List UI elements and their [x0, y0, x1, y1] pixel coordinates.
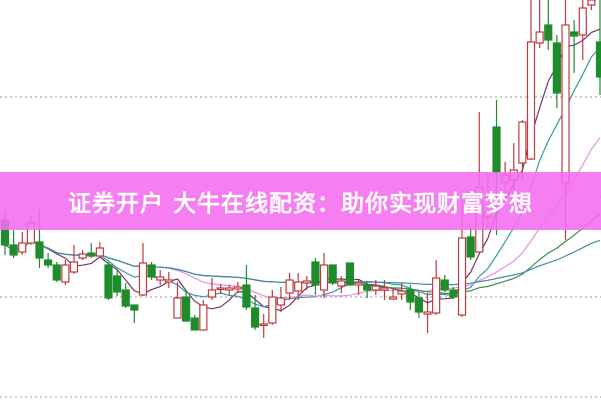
candle-down	[570, 31, 579, 37]
candle-up	[457, 237, 467, 316]
candle-up	[319, 264, 329, 291]
candle-up	[371, 285, 380, 291]
candle-up	[199, 304, 208, 331]
candle-up	[535, 31, 544, 44]
candle-up	[587, 0, 596, 6]
candle-up	[78, 253, 87, 259]
candle-up	[397, 290, 406, 295]
promo-banner: 证券开户 大牛在线配资：助你实现财富梦想	[0, 172, 601, 230]
candle-down	[9, 244, 18, 256]
candle-up	[302, 280, 311, 284]
candle-down	[130, 304, 139, 311]
candle-down	[440, 279, 449, 291]
candle-up	[173, 297, 182, 319]
candle-up	[233, 286, 242, 290]
candle-up	[69, 261, 79, 273]
candle-up	[388, 296, 398, 300]
candle-up	[294, 281, 303, 292]
candle-down	[414, 297, 424, 313]
banner-text: 证券开户 大牛在线配资：助你实现财富梦想	[67, 191, 533, 217]
candle-down	[492, 126, 501, 173]
candle-up	[18, 242, 27, 253]
candle-up	[61, 264, 70, 283]
candle-up	[526, 41, 536, 160]
candle-up	[259, 323, 268, 327]
candle-up	[285, 279, 294, 294]
candle-up	[337, 280, 346, 287]
candle-down	[242, 284, 251, 308]
candle-up	[423, 311, 432, 315]
candle-down	[544, 24, 553, 41]
candle-up	[578, 7, 587, 36]
candle-down	[406, 289, 415, 303]
candle-up	[268, 296, 277, 324]
candle-down	[44, 259, 53, 266]
candle-up	[380, 287, 389, 291]
candle-down	[113, 275, 122, 293]
candle-up	[276, 297, 286, 306]
candle-down	[190, 317, 199, 331]
candle-up	[138, 262, 148, 296]
candle-down	[250, 307, 260, 328]
candle-down	[311, 261, 320, 286]
candle-up	[164, 279, 173, 283]
candle-down	[345, 262, 355, 286]
candle-down	[449, 289, 458, 298]
candle-down	[181, 296, 191, 322]
candle-down	[52, 264, 61, 281]
moving-average-line	[4, 239, 601, 286]
candle-up	[216, 287, 225, 291]
candle-up	[354, 282, 363, 286]
candle-up	[225, 287, 234, 291]
candle-down	[87, 252, 96, 257]
candle-down	[121, 289, 130, 307]
candle-down	[328, 264, 337, 284]
candle-down	[466, 236, 475, 258]
candle-up	[95, 247, 104, 257]
candle-down	[104, 264, 113, 299]
candle-up	[207, 289, 217, 298]
candle-up	[518, 121, 527, 164]
candle-down	[147, 264, 156, 278]
candle-down	[363, 284, 372, 291]
candle-up	[156, 276, 165, 281]
candle-up	[561, 24, 570, 184]
moving-average-line	[4, 47, 601, 308]
candle-up	[432, 277, 441, 314]
candle-down	[35, 241, 44, 259]
candle-down	[595, 41, 601, 78]
candle-down	[552, 42, 561, 94]
